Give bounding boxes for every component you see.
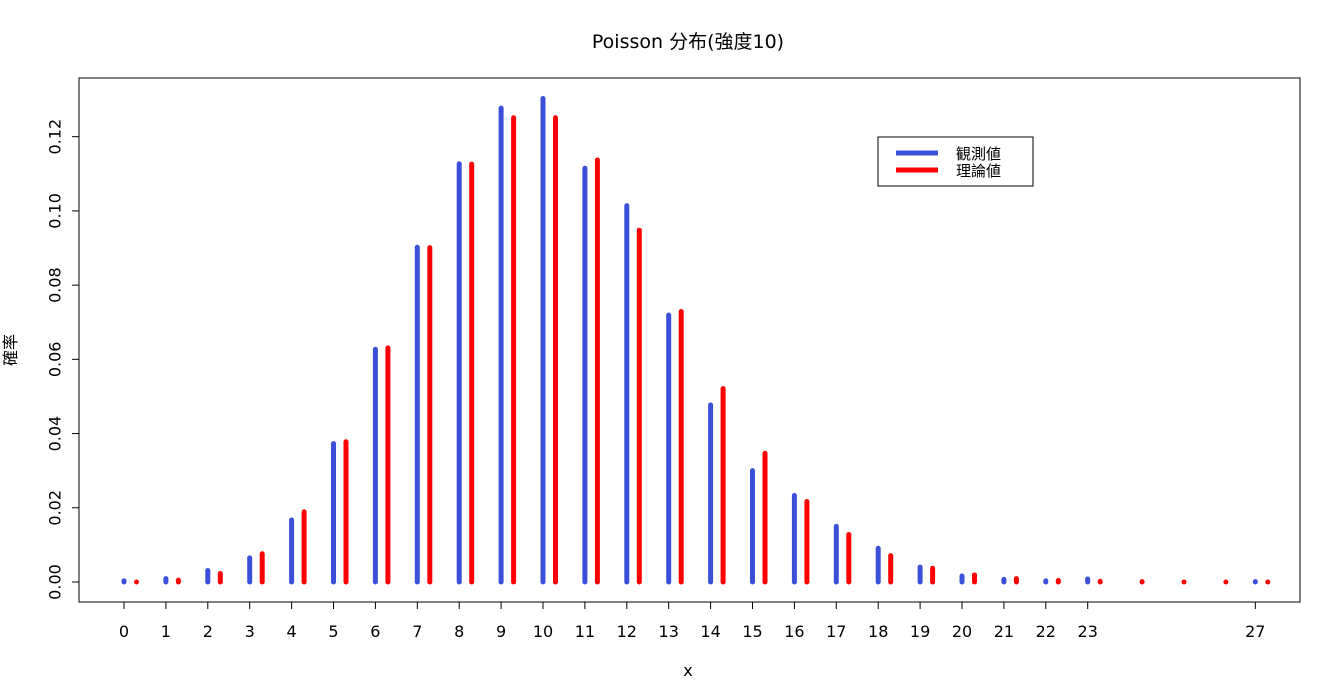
x-tick-label: 10 bbox=[533, 622, 553, 641]
bars bbox=[121, 95, 1271, 585]
chart-title: Poisson 分布(強度10) bbox=[592, 31, 784, 53]
x-tick-label: 16 bbox=[784, 622, 804, 641]
y-axis: 0.00 0.02 0.04 0.06 0.08 0.10 0.12 bbox=[46, 119, 80, 600]
x-axis: 0 1 2 3 4 5 6 7 8 9 10 11 12 13 14 15 16 17 18 19 20 21 22 23 27 bbox=[119, 601, 1265, 641]
y-tick-label: 0.04 bbox=[46, 416, 65, 452]
x-tick-label: 5 bbox=[328, 622, 338, 641]
y-tick-label: 0.10 bbox=[46, 193, 65, 229]
legend: 観測値 理論値 bbox=[877, 136, 1034, 187]
y-tick-label: 0.06 bbox=[46, 342, 65, 378]
x-tick-label: 19 bbox=[910, 622, 930, 641]
x-axis-label: x bbox=[683, 661, 692, 680]
x-tick-label: 17 bbox=[826, 622, 846, 641]
y-tick-label: 0.02 bbox=[46, 490, 65, 526]
x-tick-label: 18 bbox=[868, 622, 888, 641]
x-tick-label: 23 bbox=[1078, 622, 1098, 641]
x-tick-label: 12 bbox=[617, 622, 637, 641]
x-tick-label: 27 bbox=[1245, 622, 1265, 641]
x-tick-label: 3 bbox=[245, 622, 255, 641]
x-tick-label: 14 bbox=[700, 622, 720, 641]
x-tick-label: 1 bbox=[161, 622, 171, 641]
x-tick-label: 20 bbox=[952, 622, 972, 641]
legend-label-theoretical: 理論値 bbox=[956, 162, 1001, 180]
legend-label-observed: 観測値 bbox=[956, 145, 1001, 163]
x-tick-label: 13 bbox=[659, 622, 679, 641]
x-tick-label: 4 bbox=[287, 622, 297, 641]
y-tick-label: 0.12 bbox=[46, 119, 65, 155]
x-tick-label: 21 bbox=[994, 622, 1014, 641]
y-tick-label: 0.08 bbox=[46, 267, 65, 303]
y-axis-label: 確率 bbox=[1, 334, 20, 366]
x-tick-label: 9 bbox=[496, 622, 506, 641]
y-tick-label: 0.00 bbox=[46, 564, 65, 600]
x-tick-label: 2 bbox=[203, 622, 213, 641]
x-tick-label: 8 bbox=[454, 622, 464, 641]
x-tick-label: 6 bbox=[370, 622, 380, 641]
legend-box bbox=[877, 136, 1034, 187]
x-tick-label: 22 bbox=[1036, 622, 1056, 641]
x-tick-label: 11 bbox=[575, 622, 595, 641]
x-tick-label: 0 bbox=[119, 622, 129, 641]
x-tick-label: 15 bbox=[742, 622, 762, 641]
x-tick-label: 7 bbox=[412, 622, 422, 641]
plot-frame bbox=[78, 77, 1301, 603]
